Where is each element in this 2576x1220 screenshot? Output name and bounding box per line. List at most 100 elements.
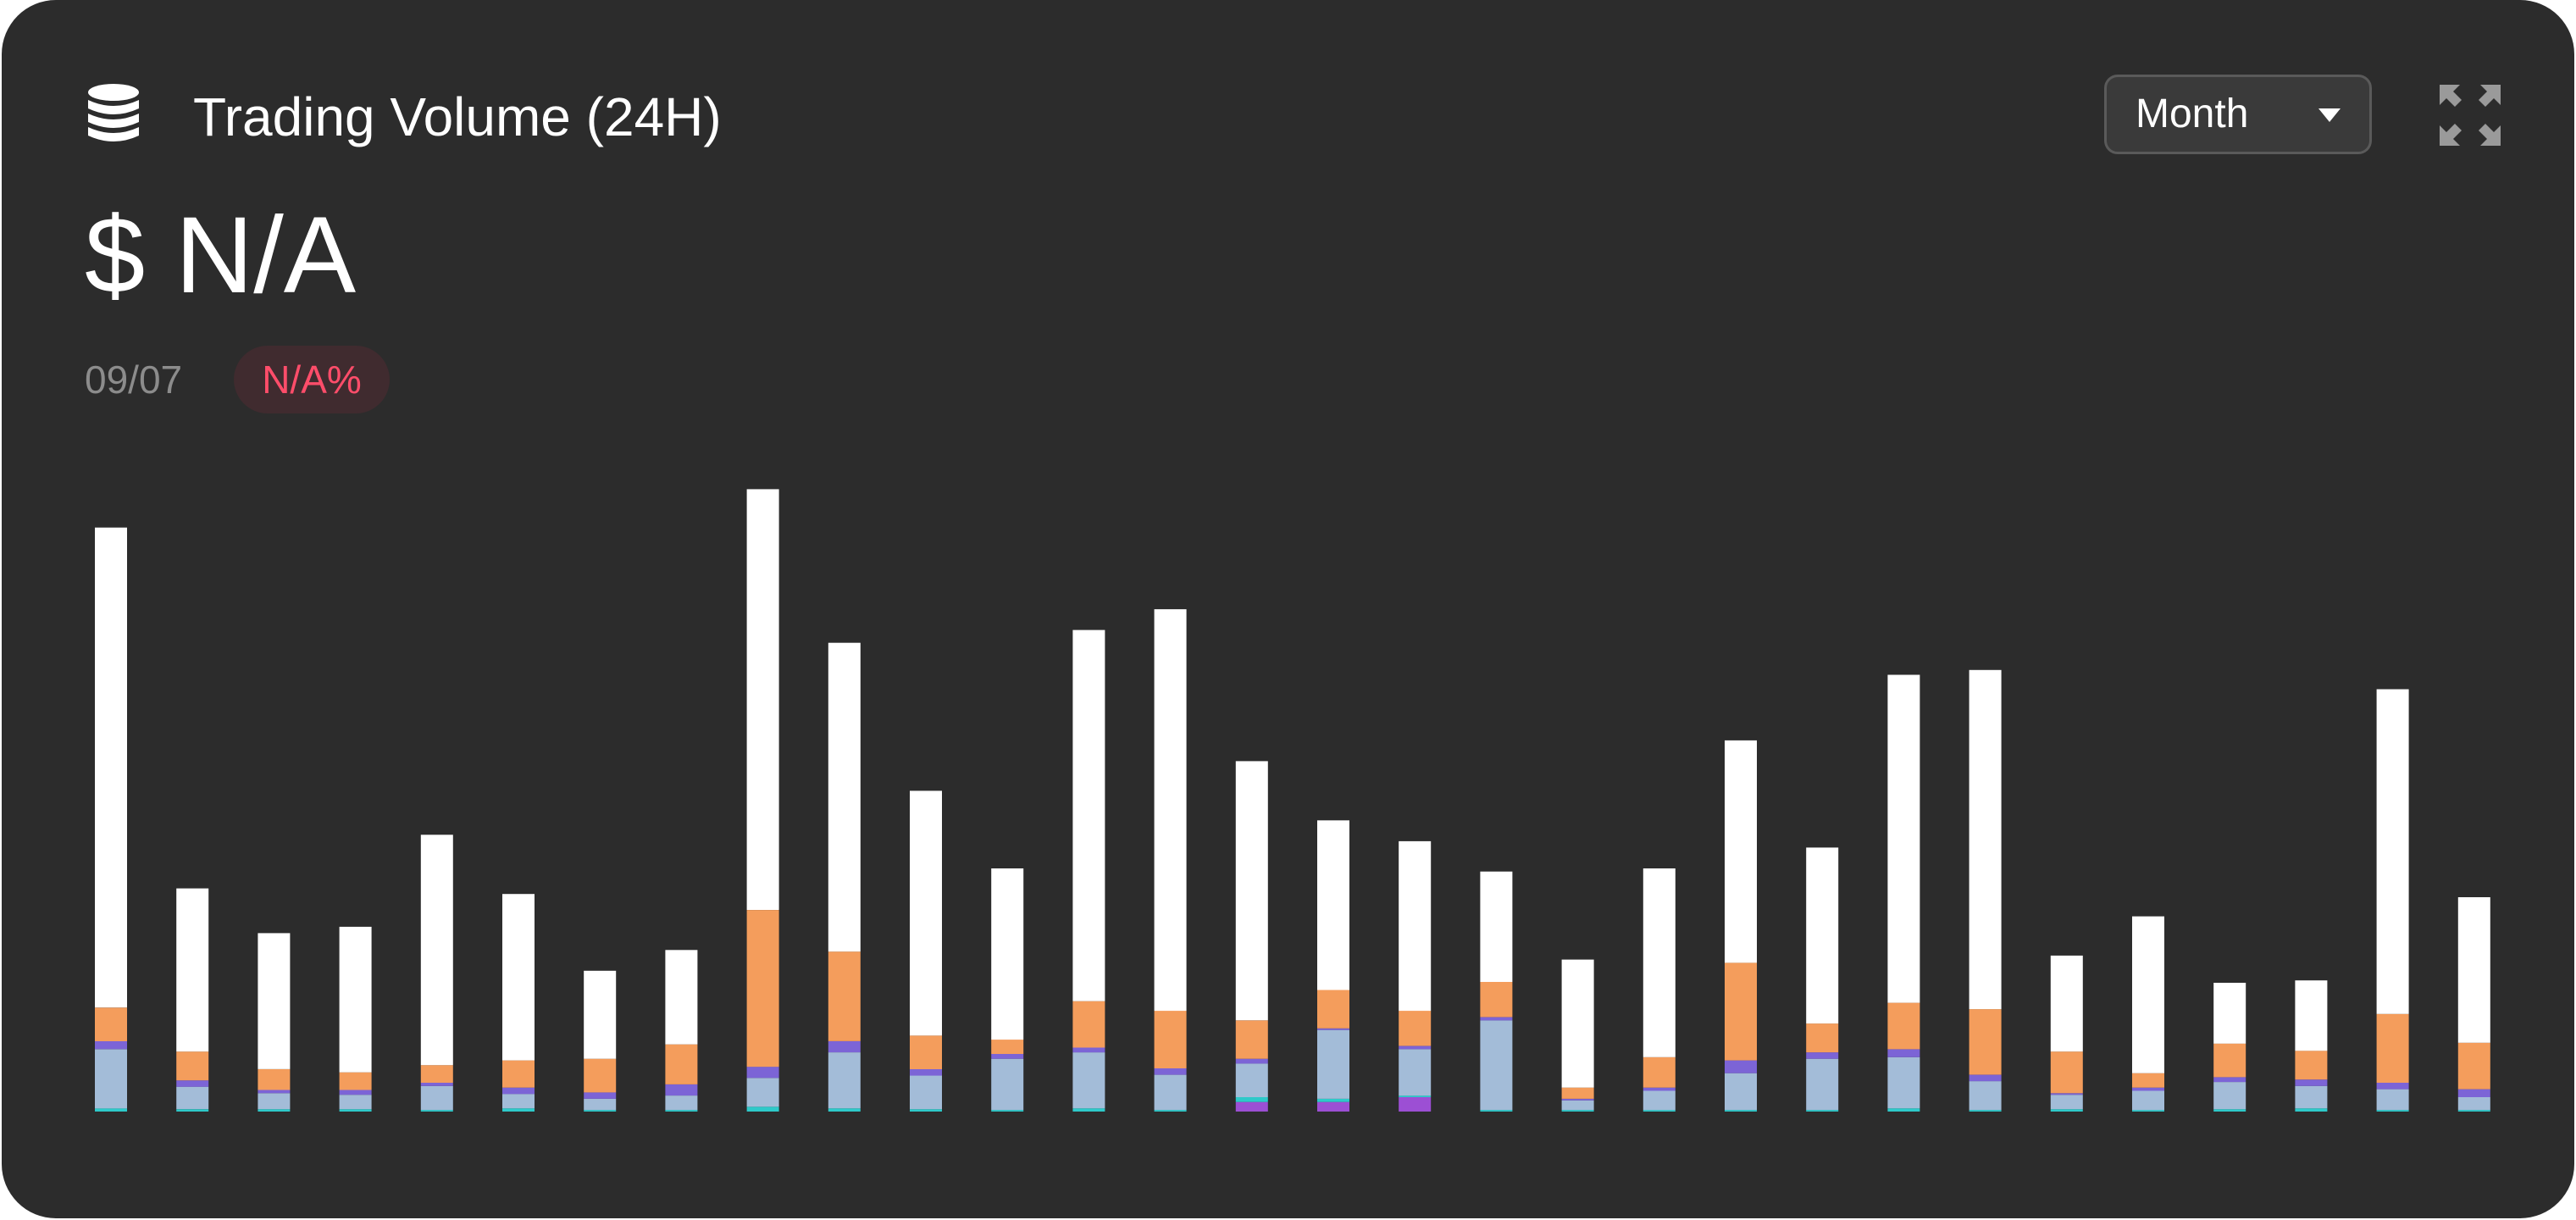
- bar-group-16: [1317, 820, 1349, 1112]
- bar-segment: [1235, 1097, 1268, 1102]
- bar-group-9: [746, 489, 779, 1112]
- bar-segment: [1887, 1108, 1920, 1112]
- bar-segment: [1399, 840, 1432, 1012]
- bar-segment: [1725, 1060, 1757, 1073]
- bar-segment: [176, 1080, 209, 1087]
- bar-group-8: [665, 950, 698, 1112]
- bar-segment: [1154, 1011, 1187, 1068]
- bar-segment: [258, 1069, 291, 1090]
- bar-segment: [1969, 1074, 2002, 1082]
- bar-segment: [502, 1087, 535, 1095]
- bar-segment: [2376, 689, 2409, 1014]
- bar-segment: [1235, 761, 1268, 1021]
- bar-segment: [1969, 669, 2002, 1010]
- bar-segment: [95, 1108, 127, 1112]
- bar-segment: [1561, 1100, 1594, 1111]
- bar-segment: [2295, 1108, 2328, 1112]
- bar-group-6: [502, 894, 535, 1112]
- bar-segment: [1399, 1097, 1432, 1112]
- bar-segment: [339, 1095, 372, 1110]
- bar-group-20: [1643, 868, 1676, 1112]
- bar-segment: [1317, 1029, 1349, 1099]
- bar-segment: [2376, 1089, 2409, 1111]
- bar-segment: [2050, 1051, 2083, 1094]
- bar-segment: [1887, 1002, 1920, 1050]
- bar-segment: [1969, 1009, 2002, 1075]
- bar-segment: [584, 970, 617, 1059]
- bar-segment: [1154, 1068, 1187, 1075]
- change-percent-badge: N/A%: [234, 346, 390, 413]
- bar-segment: [1806, 1023, 1839, 1053]
- bar-segment: [1725, 1110, 1757, 1112]
- bar-segment: [665, 1084, 698, 1096]
- bar-segment: [584, 1110, 617, 1112]
- period-dropdown[interactable]: Month: [2104, 75, 2372, 154]
- bar-segment: [1887, 1049, 1920, 1057]
- bar-segment: [95, 1007, 127, 1041]
- expand-icon[interactable]: [2438, 83, 2502, 147]
- bar-segment: [1806, 1052, 1839, 1059]
- bar-segment: [502, 894, 535, 1061]
- bar-segment: [95, 527, 127, 1008]
- bar-segment: [1235, 1020, 1268, 1059]
- bar-segment: [2295, 1051, 2328, 1080]
- bar-segment: [2213, 1077, 2246, 1083]
- bar-segment: [1887, 674, 1920, 1003]
- bar-segment: [339, 926, 372, 1073]
- bar-segment: [910, 1069, 942, 1076]
- bar-segment: [339, 1090, 372, 1095]
- bar-segment: [991, 1110, 1024, 1112]
- bar-segment: [2213, 1043, 2246, 1078]
- bar-segment: [339, 1109, 372, 1112]
- selected-date: 09/07: [85, 358, 183, 402]
- bar-segment: [2132, 1090, 2164, 1111]
- bar-segment: [1399, 1011, 1432, 1046]
- bar-segment: [1072, 1052, 1105, 1109]
- bar-group-4: [339, 926, 372, 1112]
- bar-segment: [2050, 1095, 2083, 1110]
- bar-segment: [2132, 916, 2164, 1073]
- bar-segment: [1725, 740, 1757, 963]
- bar-segment: [2213, 1109, 2246, 1112]
- bar-segment: [910, 1035, 942, 1069]
- bar-segment: [2050, 1109, 2083, 1112]
- bar-segment: [1561, 959, 1594, 1088]
- bar-group-23: [1887, 674, 1920, 1112]
- bar-group-22: [1806, 847, 1839, 1112]
- bar-segment: [1643, 1056, 1676, 1088]
- bar-segment: [746, 1106, 779, 1112]
- bar-segment: [1072, 629, 1105, 1001]
- bar-group-18: [1480, 871, 1513, 1112]
- bar-segment: [2457, 1042, 2490, 1090]
- bar-segment: [1643, 1087, 1676, 1091]
- bar-segment: [828, 1052, 861, 1109]
- bar-segment: [746, 489, 779, 910]
- bar-segment: [828, 1108, 861, 1112]
- bar-segment: [420, 1085, 453, 1111]
- bar-segment: [2295, 1079, 2328, 1086]
- bar-segment: [665, 1110, 698, 1112]
- bar-segment: [176, 888, 209, 1052]
- bar-segment: [584, 1098, 617, 1111]
- bar-segment: [1480, 1110, 1513, 1112]
- bar-segment: [2050, 1093, 2083, 1095]
- bar-segment: [1399, 1049, 1432, 1096]
- bar-segment: [1235, 1058, 1268, 1064]
- bar-segment: [1969, 1081, 2002, 1111]
- bar-segment: [2376, 1083, 2409, 1090]
- bar-segment: [258, 1093, 291, 1110]
- bar-group-29: [2376, 689, 2409, 1112]
- bar-group-19: [1561, 959, 1594, 1112]
- bar-segment: [339, 1072, 372, 1090]
- bar-segment: [1154, 609, 1187, 1012]
- bar-group-27: [2213, 983, 2246, 1112]
- bar-segment: [1072, 1001, 1105, 1048]
- volume-bar-chart: [95, 489, 2490, 1112]
- bar-segment: [1643, 1090, 1676, 1111]
- bar-segment: [1561, 1110, 1594, 1112]
- bar-segment: [1154, 1110, 1187, 1112]
- caret-down-icon: [2318, 108, 2341, 122]
- bar-segment: [420, 1065, 453, 1083]
- period-dropdown-label: Month: [2136, 92, 2249, 136]
